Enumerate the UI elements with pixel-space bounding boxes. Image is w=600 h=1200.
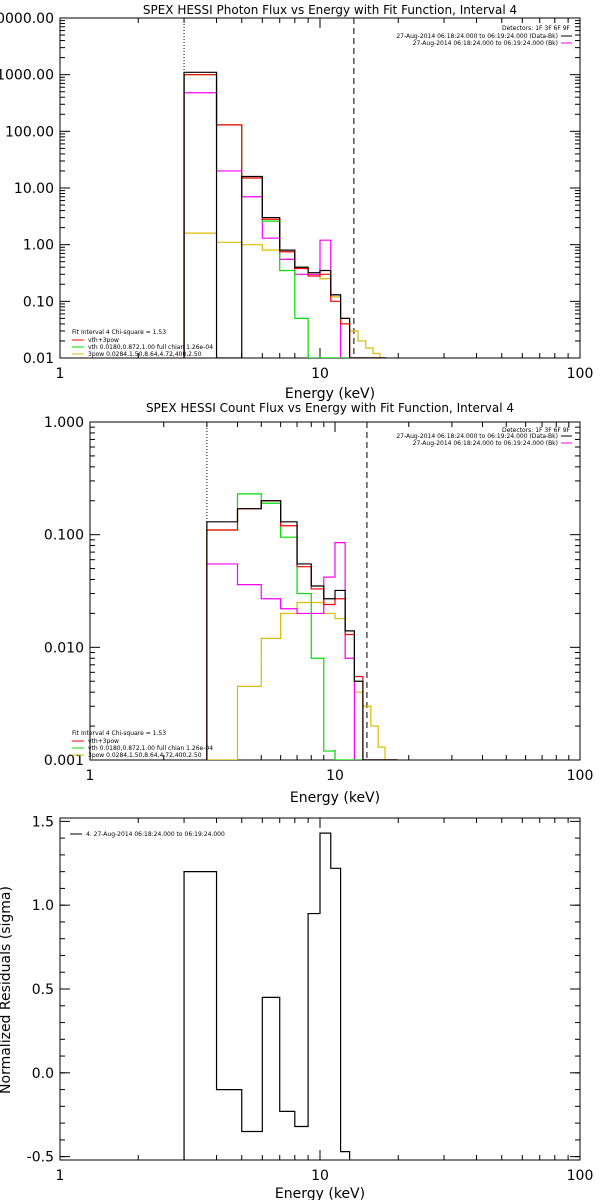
photon-flux-y-tick-label: 1.00: [23, 238, 54, 254]
photon-flux-y-tick-label: 10.00: [14, 181, 54, 197]
residuals-x-tick-label: 10: [311, 1168, 329, 1184]
photon-flux-x-axis-label: Energy (keV): [285, 386, 375, 402]
photon-flux-header: Detectors: 1F 3F 6F 9F 27-Aug-2014 06:18…: [396, 25, 572, 47]
residuals-legend-interval: 4. 27-Aug-2014 06:18:24.000 to 06:19:24.…: [86, 831, 225, 838]
residuals-series: [183, 832, 351, 1160]
photon-flux-legend-3pow: 3pow 0.0284,1.50,8.64,4.72,400,2.50: [88, 351, 202, 358]
residuals-y-tick-label: 1.0: [32, 898, 54, 914]
residuals-x-tick-label: 100: [567, 1168, 594, 1184]
photon-flux-header-bk: 27-Aug-2014 06:18:24.000 to 06:19:24.000…: [413, 40, 558, 47]
photon-flux-y-tick-label: 10000.00: [0, 11, 54, 27]
photon-flux-axes: 1 10 100 0.01 0.10 1.00 10.00 100.00 1000.00 1000…: [0, 11, 593, 382]
count-flux-title: SPEX HESSI Count Flux vs Energy with Fit…: [146, 401, 514, 415]
photon-flux-legend: Fit Interval 4 Chi-square = 1.53 vth+3po…: [72, 329, 213, 358]
count-flux-legend-fit: Fit Interval 4 Chi-square = 1.53: [72, 730, 166, 737]
count-flux-x-tick-label: 10: [326, 768, 344, 784]
residuals-legend: 4. 27-Aug-2014 06:18:24.000 to 06:19:24.…: [70, 831, 225, 838]
photon-flux-header-data-bk: 27-Aug-2014 06:18:24.000 to 06:19:24.000…: [396, 33, 558, 40]
residuals-x-axis-label: Energy (keV): [275, 1186, 365, 1200]
photon-flux-series: [183, 18, 387, 358]
photon-flux-x-tick-label: 10: [311, 366, 329, 382]
count-flux-series: [206, 422, 398, 760]
count-flux-y-tick-label: 0.010: [44, 640, 84, 656]
photon-flux-series-line: [183, 74, 387, 358]
photon-flux-y-tick-label: 100.00: [5, 124, 54, 140]
count-flux-series-line: [206, 493, 398, 760]
photon-flux-header-detectors: Detectors: 1F 3F 6F 9F: [502, 25, 571, 32]
residuals-y-tick-label: 0.0: [32, 1066, 54, 1082]
residuals-series-line: [183, 832, 351, 1160]
residuals-panel: 1 10 100 -0.5 0.0 0.5 1.0 1.5 Energy (keV) Norm…: [0, 814, 593, 1200]
count-flux-series-line: [206, 500, 398, 760]
count-flux-y-tick-label: 0.100: [44, 528, 84, 544]
photon-flux-x-tick-label: 100: [567, 366, 594, 382]
photon-flux-y-tick-label: 0.01: [23, 351, 54, 367]
photon-flux-series-line: [183, 71, 387, 358]
photon-flux-y-tick-label: 1000.00: [0, 68, 54, 84]
photon-flux-title: SPEX HESSI Photon Flux vs Energy with Fi…: [143, 3, 517, 17]
photon-flux-plot-frame: [59, 17, 581, 359]
count-flux-legend-3pow: 3pow 0.0284,1.50,8.64,4.72,400,2.50: [88, 752, 202, 759]
count-flux-series-line: [206, 500, 398, 760]
count-flux-header-bk: 27-Aug-2014 06:18:24.000 to 06:19:24.000…: [413, 440, 558, 447]
count-flux-x-axis-label: Energy (keV): [290, 790, 380, 806]
count-flux-x-tick-label: 1: [86, 768, 95, 784]
photon-flux-series-line: [183, 92, 387, 358]
count-flux-y-tick-label: 1.000: [44, 415, 84, 431]
photon-flux-y-tick-label: 0.10: [23, 294, 54, 310]
count-flux-header-data-bk: 27-Aug-2014 06:18:24.000 to 06:19:24.000…: [396, 433, 558, 440]
photon-flux-legend-vth: vth 0.0180,0.872,1.00 full chian 1.26e-0…: [88, 344, 213, 351]
count-flux-legend: Fit Interval 4 Chi-square = 1.53 vth+3po…: [72, 730, 213, 759]
photon-flux-panel: SPEX HESSI Photon Flux vs Energy with Fi…: [0, 3, 593, 402]
count-flux-header: Detectors: 1F 3F 6F 9F 27-Aug-2014 06:18…: [396, 427, 572, 447]
photon-flux-legend-total: vth+3pow: [88, 337, 119, 344]
count-flux-legend-total: vth+3pow: [88, 738, 119, 745]
count-flux-x-tick-label: 100: [567, 768, 594, 784]
count-flux-axes: 1 10 100 0.001 0.010 0.100 1.000: [44, 415, 593, 784]
photon-flux-x-tick-label: 1: [56, 366, 65, 382]
photon-flux-series-line: [183, 74, 387, 358]
residuals-axes: 1 10 100 -0.5 0.0 0.5 1.0 1.5: [27, 814, 594, 1184]
residuals-y-axis-label: Normalized Residuals (sigma): [0, 886, 14, 1094]
count-flux-y-tick-label: 0.001: [44, 753, 84, 769]
photon-flux-legend-fit: Fit Interval 4 Chi-square = 1.53: [72, 329, 166, 336]
residuals-x-tick-label: 1: [56, 1168, 65, 1184]
count-flux-legend-vth: vth 0.0180,0.872,1.00 full chian 1.26e-0…: [88, 745, 213, 752]
residuals-y-tick-label: -0.5: [27, 1150, 54, 1166]
count-flux-series-line: [206, 601, 398, 760]
residuals-y-tick-label: 1.5: [32, 814, 54, 830]
residuals-y-tick-label: 0.5: [32, 982, 54, 998]
count-flux-panel: SPEX HESSI Count Flux vs Energy with Fit…: [44, 401, 593, 806]
count-flux-header-detectors: Detectors: 1F 3F 6F 9F: [502, 427, 571, 434]
count-flux-series-line: [206, 542, 398, 760]
